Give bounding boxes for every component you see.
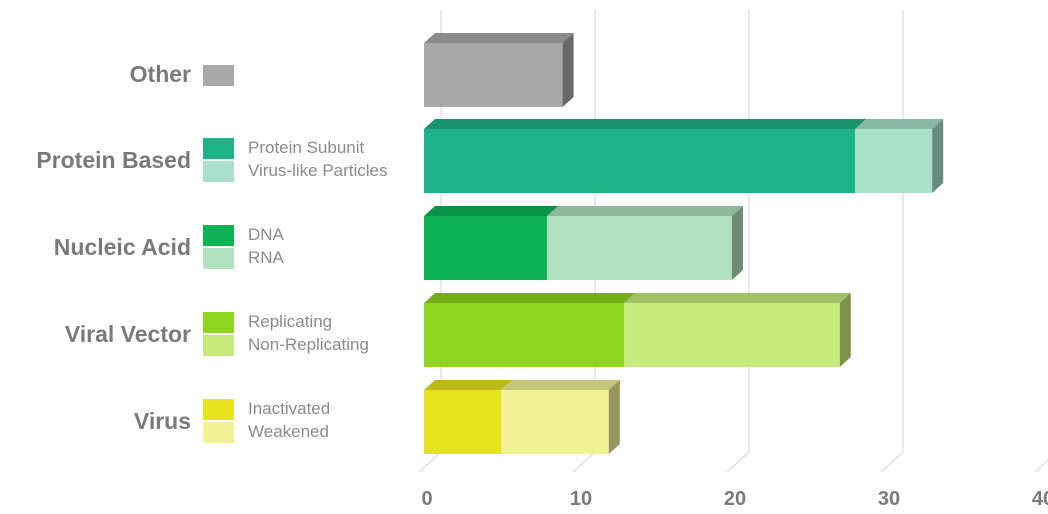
bar-side-face [562,33,574,107]
gridline-foot [418,451,442,473]
legend-swatch [203,161,234,182]
bar-segment [424,303,625,367]
bar-top-face [424,119,867,129]
gridline-foot [1034,459,1048,473]
legend-swatch [203,422,234,443]
legend-label: RNA [248,248,284,267]
category-label: Nucleic Acid [53,234,191,260]
x-tick-label: 0 [421,488,433,510]
bar-top-face [424,33,574,43]
bar-segment [424,43,563,107]
legend-swatch [203,225,234,246]
gridline-foot [726,451,750,473]
bar-segment [424,390,501,454]
category-label: Protein Based [36,147,191,173]
bar-segment [501,390,609,454]
legend-swatch [203,399,234,420]
x-tick-label: 30 [877,488,901,510]
bar-top-face [624,293,851,303]
bar-segment [424,216,548,280]
bar-top-face [424,293,636,303]
category-label: Virus [133,408,191,434]
legend-swatch [203,138,234,159]
bar-top-face [424,206,559,216]
legend-swatch [203,248,234,269]
legend-label: Weakened [248,422,329,441]
legend-label: Non-Replicating [248,335,369,354]
bar-side-face [932,119,944,193]
bar-segment [855,129,933,193]
bar-side-face [839,293,851,367]
x-tick-label: 10 [569,488,593,510]
legend-label: Inactivated [248,399,331,418]
bar-segment [624,303,840,367]
bar-segment [424,129,856,193]
legend-swatch [203,65,234,86]
bar-top-face [501,380,620,390]
bar-top-face [547,206,743,216]
legend-label: DNA [248,225,284,244]
legend-label: Replicating [248,312,333,331]
legend-swatch [203,335,234,356]
legend-label: Protein Subunit [248,138,365,157]
bar-top-face [855,119,944,129]
category-label: Other [129,61,191,87]
bar-segment [547,216,732,280]
category-label: Viral Vector [64,321,191,347]
legend-swatch [203,312,234,333]
bar-side-face [608,380,620,454]
x-tick-label: 40 [1031,488,1048,510]
x-tick-label: 20 [723,488,747,510]
bar-top-face [424,380,512,390]
gridline-foot [572,451,596,473]
bar-side-face [732,206,743,280]
gridline-foot [880,451,904,473]
legend-label: Virus-like Particles [248,161,388,180]
